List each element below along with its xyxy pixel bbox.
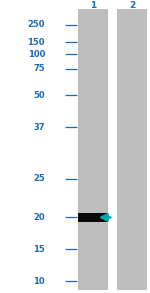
Text: 25: 25: [33, 174, 45, 183]
Text: 10: 10: [33, 277, 45, 286]
Text: 20: 20: [33, 213, 45, 222]
Bar: [117, 9, 147, 290]
Text: 50: 50: [33, 91, 45, 100]
Text: 15: 15: [33, 245, 45, 253]
Text: 150: 150: [27, 38, 45, 47]
Text: 75: 75: [33, 64, 45, 73]
Bar: [78, 213, 108, 222]
Text: 37: 37: [33, 123, 45, 132]
Text: 1: 1: [90, 1, 96, 10]
Bar: [78, 9, 108, 290]
Text: 2: 2: [129, 1, 135, 10]
Text: 250: 250: [27, 21, 45, 29]
Text: 100: 100: [28, 50, 45, 59]
